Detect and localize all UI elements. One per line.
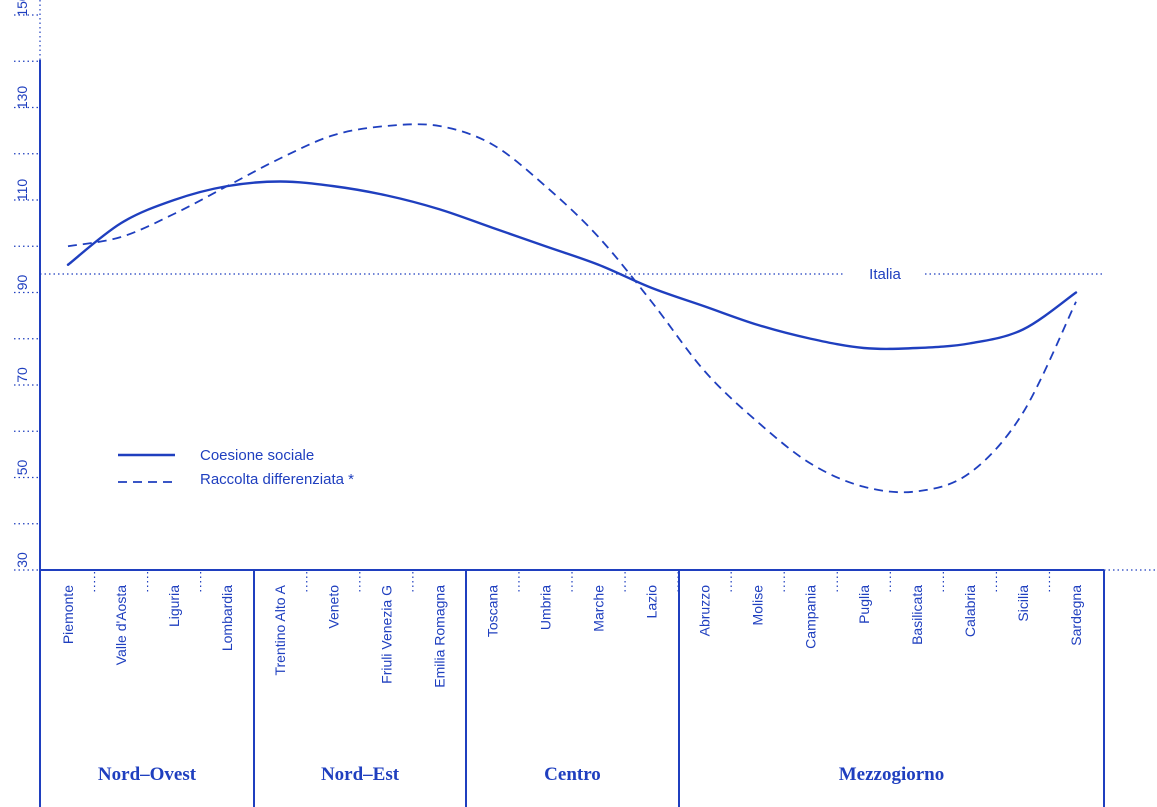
region-label: Basilicata xyxy=(909,585,925,645)
group-label: Centro xyxy=(544,764,601,785)
region-label: Calabria xyxy=(962,585,978,637)
series-line-coesione xyxy=(66,180,1078,351)
region-label: Molise xyxy=(750,585,766,626)
region-label: Campania xyxy=(803,585,819,649)
legend-label-coesione: Coesione sociale xyxy=(200,447,314,464)
y-tick-label: 50 xyxy=(14,460,30,476)
series-group xyxy=(66,123,1078,494)
region-label: Piemonte xyxy=(60,585,76,644)
reference-line-group: Italia xyxy=(40,266,1104,283)
group-label: Nord–Ovest xyxy=(98,764,197,785)
reference-line-label: Italia xyxy=(869,266,901,283)
y-tick-label: 30 xyxy=(14,552,30,568)
y-tick-label: 90 xyxy=(14,275,30,291)
group-label: Nord–Est xyxy=(321,764,400,785)
group-label: Mezzogiorno xyxy=(839,764,945,785)
region-label: Veneto xyxy=(325,585,341,629)
series-line-raccolta xyxy=(67,123,1077,494)
region-label: Abruzzo xyxy=(697,585,713,637)
region-label: Lombardia xyxy=(219,585,235,651)
chart-frame xyxy=(39,60,1157,807)
region-label: Toscana xyxy=(484,585,500,637)
region-label: Liguria xyxy=(166,585,182,627)
region-label: Lazio xyxy=(644,585,660,619)
y-axis: 150 130 110 90 70 50 30 xyxy=(14,0,41,571)
region-label: Sicilia xyxy=(1015,585,1031,622)
region-label: Emilia Romagna xyxy=(431,585,447,688)
y-tick-label: 110 xyxy=(14,179,30,202)
legend-label-raccolta: Raccolta differenziata * xyxy=(200,471,354,488)
legend: Coesione sociale Raccolta differenziata … xyxy=(118,447,354,488)
region-label: Marche xyxy=(591,585,607,632)
y-tick-label: 70 xyxy=(14,367,30,383)
y-tick-label: 150 xyxy=(14,0,30,17)
x-axis-macro-areas: Nord–Ovest Nord–Est Centro Mezzogiorno xyxy=(98,570,944,807)
region-label: Umbria xyxy=(537,585,553,630)
region-label: Puglia xyxy=(856,585,872,624)
x-axis-regions: Piemonte Valle d'Aosta Liguria Lombardia Tre… xyxy=(60,572,1084,688)
region-label: Valle d'Aosta xyxy=(113,585,129,665)
region-label: Trentino Alto A xyxy=(272,584,288,675)
y-tick-label: 130 xyxy=(14,86,30,110)
region-label: Sardegna xyxy=(1068,585,1084,646)
region-label: Friuli Venezia G xyxy=(378,585,394,684)
